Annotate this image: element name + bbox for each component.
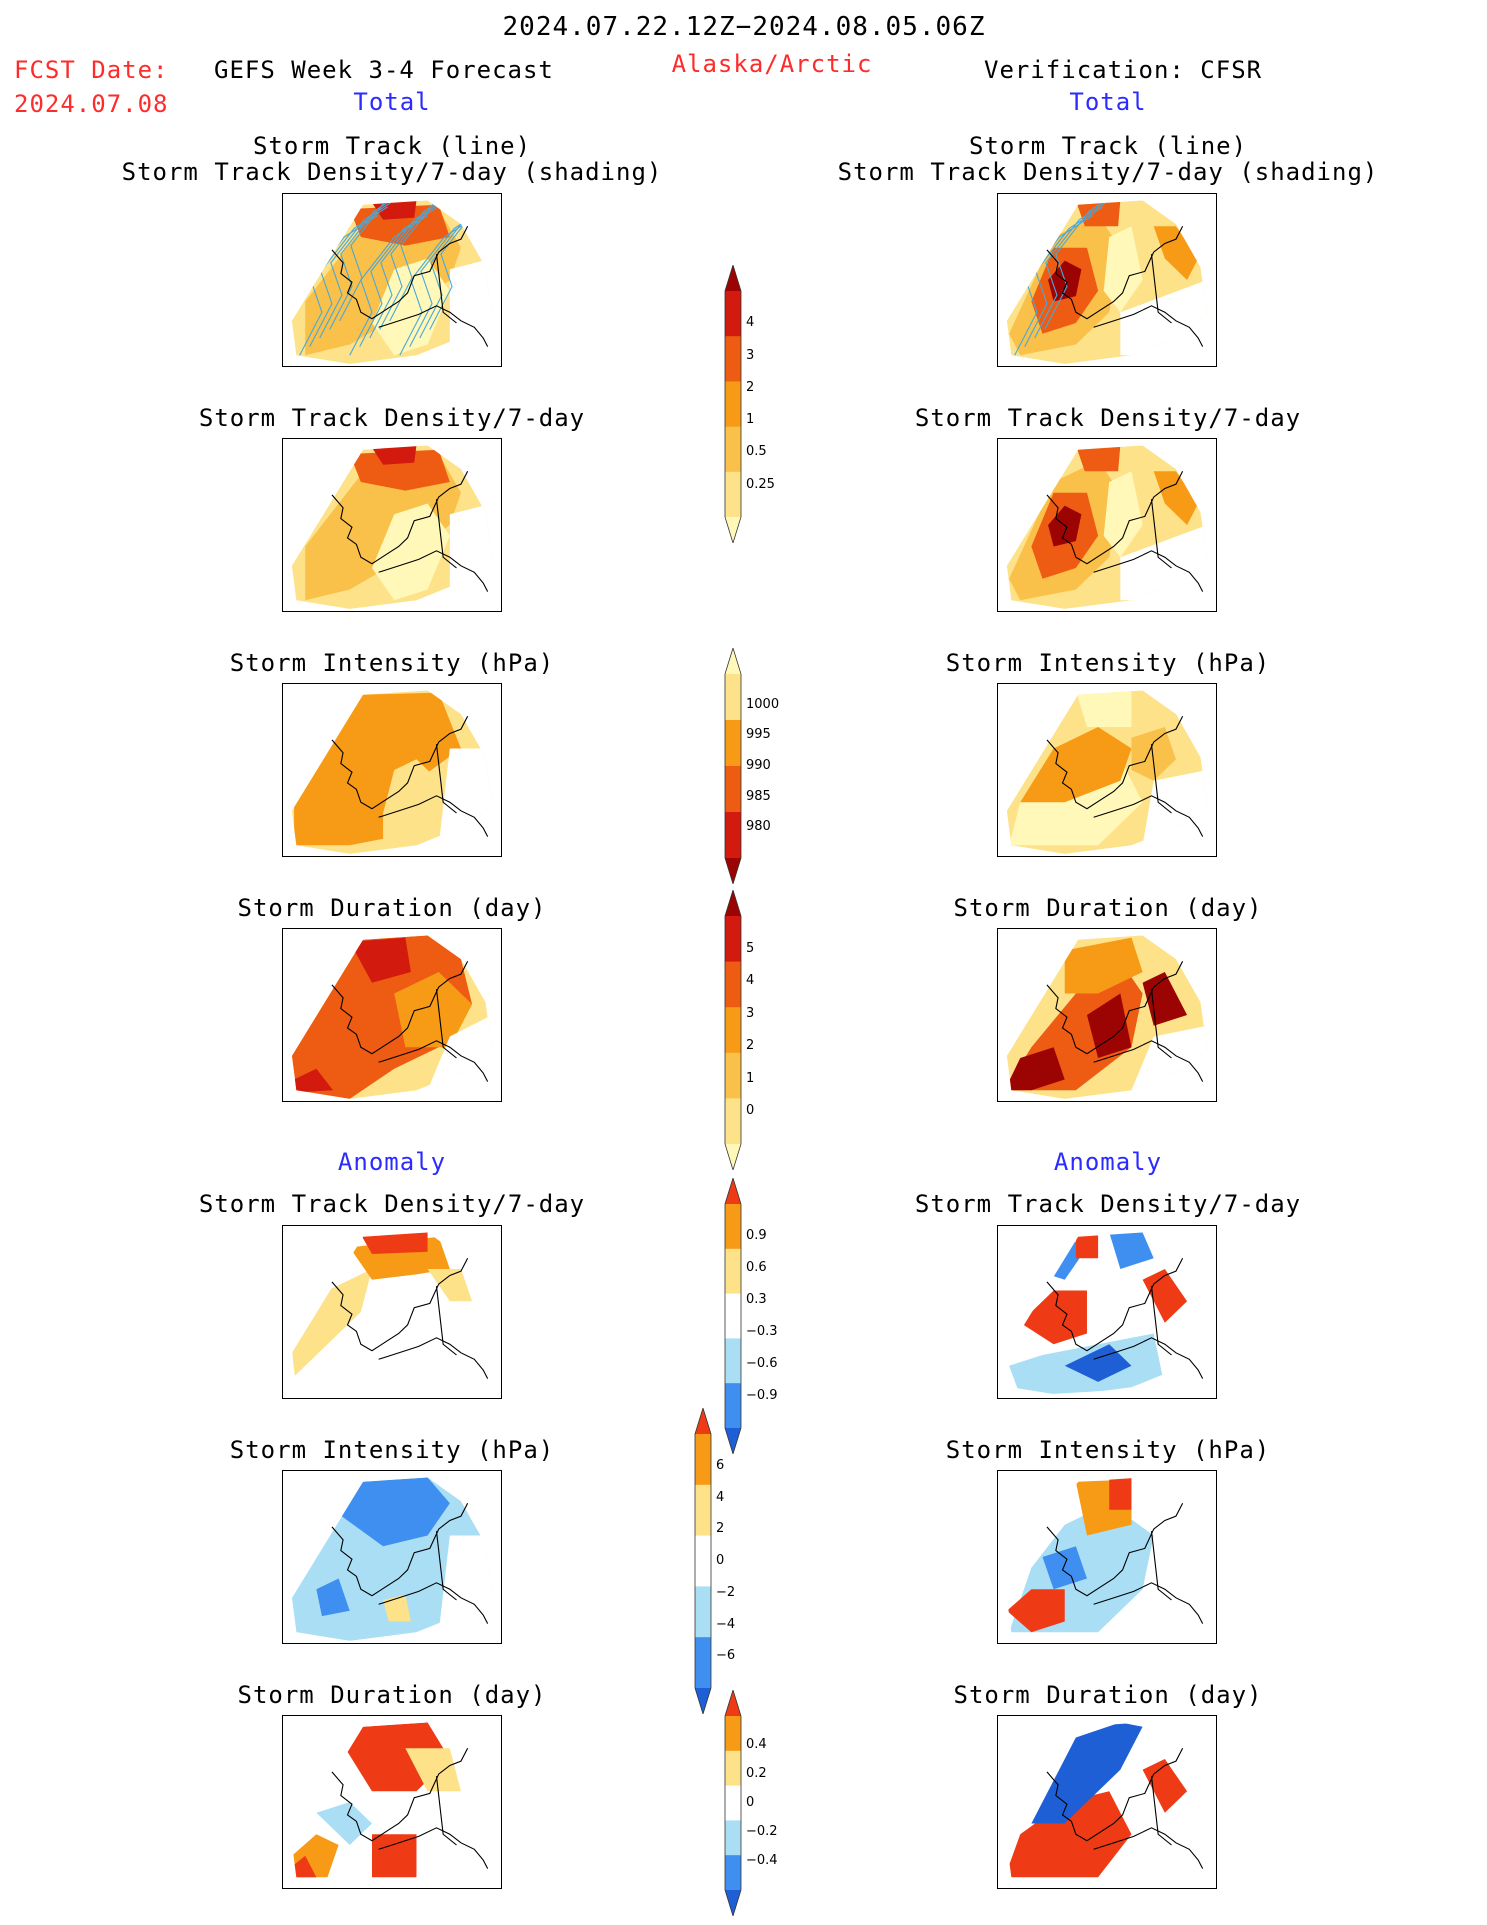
- colorbar-tick-label: 0.4: [746, 1737, 767, 1752]
- map-anom-duration-verification: [997, 1715, 1217, 1889]
- anomaly-label-left: Anomaly: [337, 1148, 447, 1176]
- colorbar-tick-label: 6: [716, 1457, 725, 1473]
- colorbar-tick-label: 3: [746, 1005, 755, 1021]
- map-anom-intensity-verification: [997, 1470, 1217, 1644]
- colorbar-tick-label: 5: [746, 940, 755, 956]
- colorbar-tick-label: 0.6: [746, 1260, 767, 1275]
- density-title-left: Storm Track Density/7-day: [198, 404, 586, 432]
- colorbar-tick-label: 0.2: [746, 1766, 767, 1781]
- map-intensity-verification: [997, 683, 1217, 857]
- colorbar-tick-label: 0: [746, 1103, 755, 1119]
- colorbar-tick-label: 4: [746, 973, 755, 989]
- intensity-title-left: Storm Intensity (hPa): [229, 649, 555, 677]
- total-label-right: Total: [1069, 88, 1147, 116]
- map-intensity-forecast: [282, 683, 502, 857]
- map-anom-density-forecast: [282, 1225, 502, 1399]
- colorbar-tick-label: −0.6: [746, 1356, 778, 1371]
- fcst-date-value: 2024.07.08: [14, 90, 169, 118]
- map-track-verification: [997, 193, 1217, 367]
- colorbar-tick-label: 0.9: [746, 1228, 767, 1243]
- track-shading-title-left: Storm Track Density/7-day (shading): [121, 158, 663, 186]
- colorbar-tick-label: 1: [746, 412, 755, 428]
- map-track-forecast: [282, 193, 502, 367]
- colorbar-tick-label: −0.2: [746, 1824, 778, 1839]
- anom-density-title-right: Storm Track Density/7-day: [914, 1190, 1302, 1218]
- colorbar-tick-label: 985: [746, 788, 771, 804]
- colorbar-tick-label: −6: [716, 1648, 736, 1664]
- colorbar-tick-label: 1000: [746, 696, 780, 712]
- anomaly-label-right: Anomaly: [1053, 1148, 1163, 1176]
- anom-density-title-left: Storm Track Density/7-day: [198, 1190, 586, 1218]
- colorbar-tick-label: −0.4: [746, 1853, 778, 1868]
- track-line-title-left: Storm Track (line): [252, 132, 532, 160]
- colorbar-tick-label: 2: [746, 1038, 755, 1054]
- duration-title-left: Storm Duration (day): [237, 894, 547, 922]
- colorbar-tick-label: 1: [746, 1070, 755, 1086]
- anom-duration-title-right: Storm Duration (day): [953, 1681, 1263, 1709]
- colorbar-duration-total: 5 4 3 2 1 0: [722, 888, 782, 1172]
- duration-title-right: Storm Duration (day): [953, 894, 1263, 922]
- colorbar-tick-label: 3: [746, 347, 755, 363]
- map-duration-verification: [997, 928, 1217, 1102]
- colorbar-density-total: 4 3 2 1 0.5 0.25: [722, 263, 782, 545]
- date-range-title: 2024.07.22.12Z−2024.08.05.06Z: [502, 12, 986, 42]
- colorbar-density-anomaly: 0.9 0.6 0.3 −0.3 −0.6 −0.9: [722, 1176, 782, 1456]
- colorbar-tick-label: 995: [746, 727, 771, 743]
- density-title-right: Storm Track Density/7-day: [914, 404, 1302, 432]
- colorbar-tick-label: 0: [716, 1553, 725, 1568]
- map-density-verification: [997, 438, 1217, 612]
- colorbar-tick-label: 4: [716, 1489, 725, 1505]
- colorbar-intensity-total: 1000 995 990 985 980: [722, 646, 782, 886]
- colorbar-duration-anomaly: 0.4 0.2 0 −0.2 −0.4: [722, 1688, 782, 1918]
- colorbar-tick-label: −0.9: [746, 1388, 778, 1403]
- map-density-forecast: [282, 438, 502, 612]
- verification-title: Verification: CFSR: [984, 56, 1263, 84]
- colorbar-tick-label: 980: [746, 819, 771, 835]
- total-label-left: Total: [353, 88, 431, 116]
- colorbar-tick-label: 0.5: [746, 444, 767, 460]
- colorbar-tick-label: 0.25: [746, 476, 775, 492]
- map-anom-density-verification: [997, 1225, 1217, 1399]
- anom-duration-title-left: Storm Duration (day): [237, 1681, 547, 1709]
- region-title: Alaska/Arctic: [671, 50, 873, 78]
- colorbar-intensity-anomaly: 6 4 2 0 −2 −4 −6: [692, 1406, 752, 1716]
- colorbar-tick-label: −2: [716, 1584, 736, 1600]
- fcst-date-label: FCST Date:: [14, 56, 169, 84]
- forecast-title: GEFS Week 3-4 Forecast: [214, 56, 554, 84]
- anom-intensity-title-left: Storm Intensity (hPa): [229, 1436, 555, 1464]
- colorbar-tick-label: −4: [716, 1616, 736, 1632]
- map-anom-duration-forecast: [282, 1715, 502, 1889]
- colorbar-tick-label: 2: [746, 379, 755, 395]
- map-duration-forecast: [282, 928, 502, 1102]
- intensity-title-right: Storm Intensity (hPa): [945, 649, 1271, 677]
- track-line-title-right: Storm Track (line): [968, 132, 1248, 160]
- map-anom-intensity-forecast: [282, 1470, 502, 1644]
- colorbar-tick-label: 0: [746, 1795, 755, 1810]
- track-shading-title-right: Storm Track Density/7-day (shading): [837, 158, 1379, 186]
- colorbar-tick-label: 0.3: [746, 1292, 767, 1307]
- colorbar-tick-label: 4: [746, 315, 755, 331]
- anom-intensity-title-right: Storm Intensity (hPa): [945, 1436, 1271, 1464]
- colorbar-tick-label: 990: [746, 758, 771, 773]
- colorbar-tick-label: −0.3: [746, 1324, 778, 1339]
- colorbar-tick-label: 2: [716, 1521, 725, 1537]
